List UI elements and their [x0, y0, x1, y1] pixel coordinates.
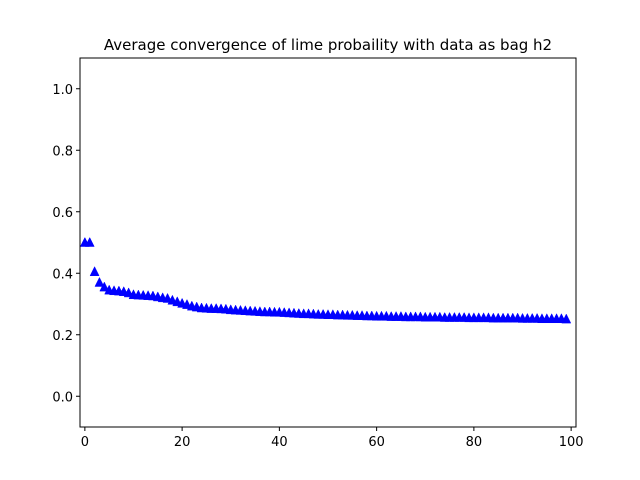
- x-tick-label: 0: [81, 435, 89, 450]
- series-markers: [79, 236, 572, 324]
- x-tick-label: 80: [466, 435, 483, 450]
- chart-title: Average convergence of lime probaility w…: [104, 36, 552, 54]
- data-point-marker: [84, 236, 95, 247]
- x-tick-label: 20: [174, 435, 191, 450]
- data-point-marker: [99, 281, 110, 292]
- y-axis: 0.0 0.2 0.4 0.6 0.8 1.0: [52, 83, 80, 405]
- data-point-marker: [561, 313, 572, 324]
- plot-area-frame: [79, 57, 577, 428]
- y-tick-label: 0.2: [52, 329, 73, 344]
- x-tick-label: 60: [368, 435, 385, 450]
- y-tick-label: 0.4: [52, 267, 73, 282]
- x-axis: 0 20 40 60 80 100: [81, 427, 584, 450]
- x-tick-label: 100: [559, 435, 584, 450]
- data-point-marker: [89, 266, 100, 276]
- y-tick-label: 0.0: [52, 390, 73, 405]
- data-point-marker: [94, 276, 105, 287]
- x-tick-label: 40: [271, 435, 288, 450]
- y-tick-label: 1.0: [52, 83, 73, 98]
- y-tick-label: 0.6: [52, 206, 73, 221]
- y-tick-label: 0.8: [52, 144, 73, 159]
